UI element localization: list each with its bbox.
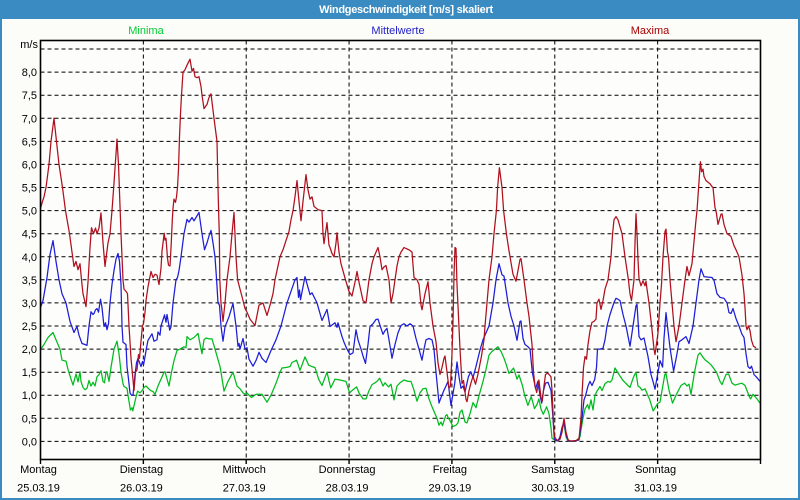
svg-text:Dienstag: Dienstag (120, 464, 163, 476)
svg-text:6,0: 6,0 (22, 159, 37, 171)
svg-text:m/s: m/s (20, 39, 38, 51)
svg-text:4,5: 4,5 (22, 229, 37, 241)
svg-text:29.03.19: 29.03.19 (428, 483, 471, 495)
svg-text:0,5: 0,5 (22, 413, 37, 425)
svg-text:Donnerstag: Donnerstag (319, 464, 376, 476)
svg-text:7,0: 7,0 (22, 113, 37, 125)
svg-text:0,0: 0,0 (22, 436, 37, 448)
svg-text:6,5: 6,5 (22, 136, 37, 148)
svg-text:7,5: 7,5 (22, 90, 37, 102)
svg-text:Montag: Montag (20, 464, 57, 476)
svg-text:4,0: 4,0 (22, 252, 37, 264)
svg-text:27.03.19: 27.03.19 (223, 483, 266, 495)
svg-text:1,0: 1,0 (22, 390, 37, 402)
svg-text:2,5: 2,5 (22, 321, 37, 333)
svg-text:26.03.19: 26.03.19 (120, 483, 163, 495)
svg-text:3,5: 3,5 (22, 275, 37, 287)
svg-text:Samstag: Samstag (531, 464, 574, 476)
svg-text:31.03.19: 31.03.19 (634, 483, 677, 495)
svg-text:Windgeschwindigkeit [m/s] skal: Windgeschwindigkeit [m/s] skaliert (319, 4, 493, 16)
svg-text:Maxima: Maxima (631, 25, 670, 37)
svg-text:5,5: 5,5 (22, 183, 37, 195)
svg-text:Mittelwerte: Mittelwerte (371, 25, 424, 37)
svg-text:3,0: 3,0 (22, 298, 37, 310)
svg-text:Mittwoch: Mittwoch (222, 464, 265, 476)
svg-text:Sonntag: Sonntag (635, 464, 676, 476)
svg-text:25.03.19: 25.03.19 (17, 483, 60, 495)
svg-text:Freitag: Freitag (433, 464, 467, 476)
svg-text:30.03.19: 30.03.19 (531, 483, 574, 495)
svg-text:1,5: 1,5 (22, 367, 37, 379)
svg-text:5,0: 5,0 (22, 206, 37, 218)
svg-text:28.03.19: 28.03.19 (326, 483, 369, 495)
svg-text:2,0: 2,0 (22, 344, 37, 356)
svg-text:8,0: 8,0 (22, 67, 37, 79)
svg-text:Minima: Minima (128, 25, 164, 37)
